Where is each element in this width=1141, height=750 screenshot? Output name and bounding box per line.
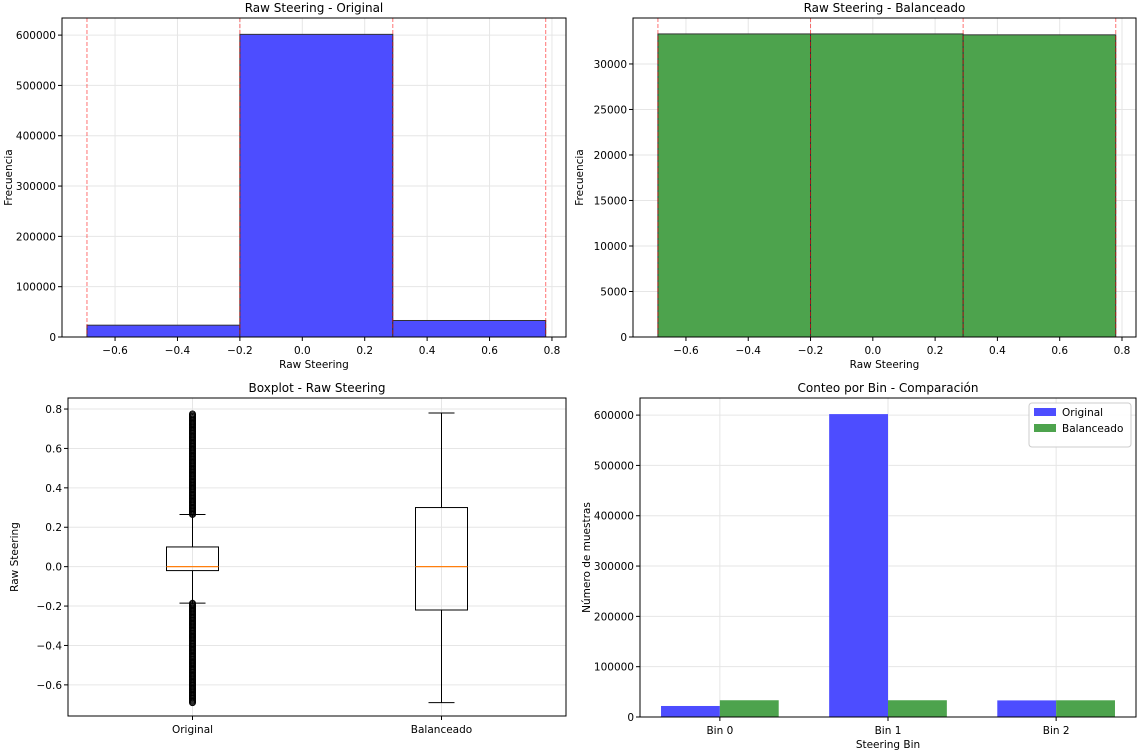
chart-title: Raw Steering - Balanceado [804,1,966,15]
y-tick-label: −0.2 [37,601,63,613]
y-tick-label: 600000 [594,410,634,422]
y-tick-label: 0.8 [45,404,62,416]
y-tick-label: 200000 [594,611,634,623]
y-axis-label: Raw Steering [9,522,21,592]
y-tick-label: 0.2 [45,522,62,534]
legend-swatch [1034,408,1056,416]
y-tick-label: 25000 [594,104,627,116]
y-tick-label: 100000 [594,662,634,674]
legend: Original Balanceado [1028,402,1132,448]
histogram-bar [810,33,964,338]
x-tick-label: 0.6 [1051,345,1068,357]
x-axis-label: Raw Steering [279,359,349,371]
axes-frame [61,17,567,338]
y-tick-label: 30000 [594,59,627,71]
x-tick-label: Bin 1 [875,725,902,737]
y-tick-label: 0 [627,712,634,724]
y-axis-label: Frecuencia [3,149,15,206]
x-axis-label: Raw Steering [850,359,920,371]
x-tick-label: 0.2 [927,345,944,357]
histogram-bar [392,319,547,338]
x-tick-label: −0.6 [673,345,699,357]
y-tick-label: 500000 [594,460,634,472]
x-tick-label: 0.8 [544,345,561,357]
histogram-bar [239,33,394,338]
y-tick-label: 20000 [594,150,627,162]
y-tick-label: −0.4 [37,640,63,652]
y-tick-label: 0.4 [45,483,62,495]
y-tick-label: −0.6 [37,680,63,692]
x-tick-label: −0.2 [798,345,824,357]
y-axis-label: Frecuencia [574,149,586,206]
histogram-bar [86,324,241,338]
x-axis-label: Steering Bin [856,739,920,750]
x-tick-label: −0.4 [735,345,761,357]
y-tick-label: 300000 [16,181,56,193]
legend-label: Balanceado [1062,423,1123,435]
outlier-point [189,599,196,607]
y-tick-label: 10000 [594,241,627,253]
x-tick-label: 0.2 [356,345,373,357]
bar-original [997,700,1057,717]
box-iqr [166,546,219,572]
y-tick-label: 500000 [16,80,56,92]
y-tick-label: 400000 [594,511,634,523]
y-tick-label: 0 [49,332,56,344]
outlier-point [189,410,196,418]
bar-balanceado [719,700,779,717]
axes-frame [632,17,1137,338]
histogram-bar [962,34,1117,338]
y-tick-label: 15000 [594,195,627,207]
subplot-1: 0 100000 200000 300000 400000 500000 600000 −0.… [3,1,567,371]
chart-title: Boxplot - Raw Steering [249,381,386,395]
x-tick-label: Bin 2 [1043,725,1070,737]
histogram-bar [657,33,812,338]
x-tick-label: −0.4 [165,345,191,357]
y-tick-label: 0 [620,332,627,344]
subplot-3: −0.6 −0.4 −0.2 0.0 0.2 0.4 0.6 0.8 Original Balan… [9,381,567,736]
subplot-4: 0 100000 200000 300000 400000 500000 600000 Ori… [581,381,1137,750]
axes-frame [639,397,1137,718]
y-tick-label: 100000 [16,282,56,294]
y-axis-label: Número de muestras [581,502,593,613]
bar-original [829,414,888,717]
x-tick-label: 0.6 [481,345,498,357]
x-tick-label: −0.2 [227,345,253,357]
x-tick-label: Original [172,724,213,736]
bar-balanceado [1056,700,1115,717]
chart-title: Conteo por Bin - Comparación [798,381,979,395]
legend-label: Original [1062,407,1103,419]
box-balanceado [415,412,468,704]
y-tick-label: 5000 [600,286,627,298]
bar-balanceado [888,700,947,717]
axes-frame [67,397,567,717]
x-tick-label: 0.0 [294,345,311,357]
box-original [166,410,219,707]
x-tick-label: −0.6 [102,345,128,357]
x-tick-label: 0.8 [1114,345,1131,357]
x-tick-label: Bin 0 [706,725,733,737]
y-tick-label: 300000 [594,561,634,573]
chart-title: Raw Steering - Original [245,1,384,15]
y-tick-label: 0.0 [45,562,62,574]
box-iqr [415,507,468,611]
y-tick-label: 600000 [16,30,56,42]
y-tick-label: 200000 [16,231,56,243]
x-tick-label: Balanceado [411,724,472,736]
x-tick-label: 0.4 [419,345,436,357]
x-tick-label: 0.0 [864,345,881,357]
legend-swatch [1034,424,1056,432]
x-tick-label: 0.4 [989,345,1006,357]
bar-original [661,705,720,717]
y-tick-label: 0.6 [45,443,62,455]
y-tick-label: 400000 [16,131,56,143]
subplot-2: 0 5000 10000 15000 20000 25000 30000 −0.6 −0.4 −0… [574,1,1137,371]
